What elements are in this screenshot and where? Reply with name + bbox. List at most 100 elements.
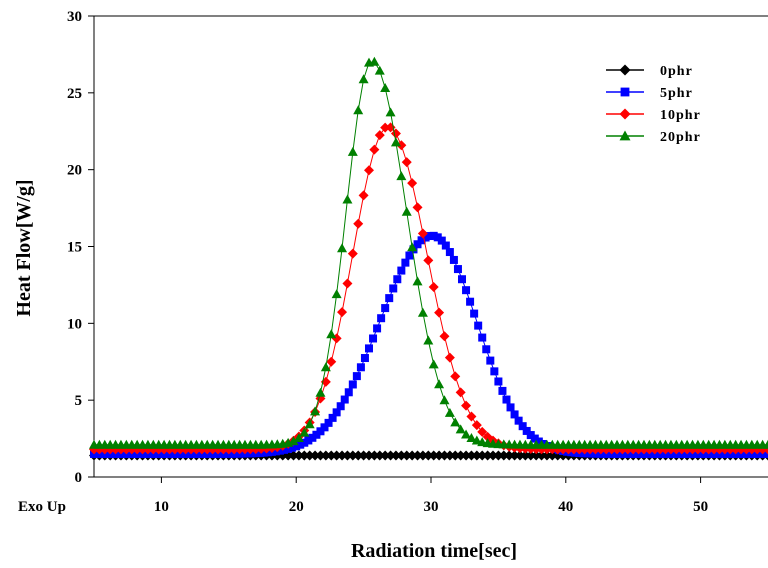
data-point-20phr: [401, 206, 412, 216]
data-point-20phr: [353, 105, 364, 115]
data-point-5phr: [332, 408, 341, 417]
data-point-0phr: [390, 450, 401, 461]
data-point-0phr: [439, 450, 450, 461]
data-point-0phr: [407, 450, 418, 461]
x-tick-label: 10: [154, 499, 169, 515]
data-point-5phr: [567, 448, 576, 457]
data-point-5phr: [340, 395, 349, 404]
data-point-20phr: [396, 171, 407, 181]
data-point-5phr: [308, 433, 317, 442]
data-point-5phr: [421, 233, 430, 242]
data-point-5phr: [449, 255, 458, 264]
data-point-5phr: [696, 449, 705, 458]
legend-entry-10phr: 10phr: [606, 108, 700, 123]
data-point-5phr: [510, 410, 519, 419]
legend-label: 0phr: [660, 64, 693, 79]
data-point-5phr: [494, 377, 503, 386]
data-point-20phr: [471, 435, 482, 445]
data-point-5phr: [732, 449, 741, 458]
legend-marker: [619, 64, 631, 76]
data-point-5phr: [263, 448, 272, 457]
data-point-0phr: [293, 450, 304, 461]
data-point-5phr: [243, 449, 252, 458]
data-point-5phr: [336, 402, 345, 411]
data-point-5phr: [166, 449, 175, 458]
data-point-20phr: [293, 432, 304, 442]
data-point-5phr: [462, 286, 471, 295]
data-point-20phr: [299, 427, 310, 437]
data-point-5phr: [276, 446, 285, 455]
data-point-0phr: [347, 450, 358, 461]
data-point-10phr: [412, 202, 423, 213]
data-point-5phr: [631, 449, 640, 458]
data-point-0phr: [520, 450, 531, 461]
y-tick-label: 30: [67, 9, 82, 25]
data-point-5phr: [377, 314, 386, 323]
data-point-5phr: [700, 449, 709, 458]
data-point-5phr: [373, 324, 382, 333]
data-point-5phr: [102, 449, 111, 458]
data-point-5phr: [215, 449, 224, 458]
data-point-5phr: [518, 422, 527, 431]
data-point-0phr: [461, 450, 472, 461]
data-point-5phr: [385, 294, 394, 303]
y-tick-label: 0: [75, 470, 83, 486]
data-point-20phr: [423, 335, 434, 345]
data-point-5phr: [635, 449, 644, 458]
data-point-20phr: [337, 243, 348, 253]
data-point-20phr: [461, 429, 472, 439]
data-point-0phr: [363, 450, 374, 461]
data-point-20phr: [434, 379, 445, 389]
legend-marker: [619, 108, 631, 120]
data-point-5phr: [239, 449, 248, 458]
data-point-5phr: [708, 449, 717, 458]
data-point-5phr: [668, 449, 677, 458]
data-point-5phr: [126, 449, 135, 458]
data-point-20phr: [390, 137, 401, 147]
data-point-5phr: [712, 449, 721, 458]
data-point-5phr: [724, 449, 733, 458]
data-point-0phr: [471, 450, 482, 461]
data-point-5phr: [611, 449, 620, 458]
data-point-0phr: [358, 450, 369, 461]
data-point-5phr: [142, 449, 151, 458]
data-point-0phr: [498, 450, 509, 461]
data-point-5phr: [134, 449, 143, 458]
data-point-0phr: [428, 450, 439, 461]
data-point-20phr: [369, 56, 380, 66]
data-point-5phr: [749, 449, 758, 458]
data-point-5phr: [676, 449, 685, 458]
data-point-5phr: [98, 449, 107, 458]
data-point-5phr: [745, 449, 754, 458]
data-point-5phr: [292, 442, 301, 451]
data-point-0phr: [514, 450, 525, 461]
data-point-20phr: [380, 82, 391, 92]
x-tick-label: 50: [693, 499, 708, 515]
data-point-0phr: [504, 450, 515, 461]
data-point-5phr: [648, 449, 657, 458]
data-point-5phr: [660, 449, 669, 458]
data-point-0phr: [288, 450, 299, 461]
data-point-0phr: [315, 450, 326, 461]
data-point-5phr: [312, 430, 321, 439]
y-tick-label: 10: [67, 316, 82, 332]
legend-entry-20phr: 20phr: [606, 130, 700, 145]
data-point-20phr: [763, 439, 768, 449]
data-point-0phr: [509, 450, 520, 461]
data-point-5phr: [114, 449, 123, 458]
x-tick-label: 20: [289, 499, 304, 515]
data-point-5phr: [328, 413, 337, 422]
series-20phr: [89, 56, 768, 449]
y-tick-label: 5: [75, 393, 83, 409]
x-tick-label: 30: [424, 499, 439, 515]
data-point-5phr: [191, 449, 200, 458]
x-axis-title: Radiation time[sec]: [351, 540, 517, 562]
data-point-0phr: [326, 450, 337, 461]
data-point-5phr: [223, 449, 232, 458]
data-point-5phr: [389, 284, 398, 293]
data-point-0phr: [531, 450, 542, 461]
data-point-5phr: [348, 380, 357, 389]
legend-marker: [619, 130, 631, 141]
data-point-5phr: [579, 449, 588, 458]
